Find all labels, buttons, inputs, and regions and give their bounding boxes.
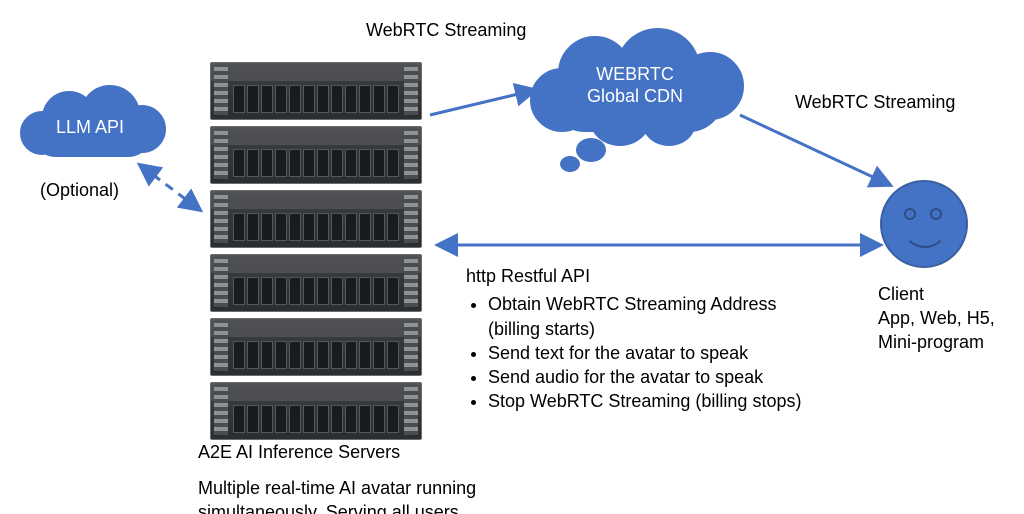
- servers-desc: Multiple real-time AI avatar running sim…: [198, 476, 478, 514]
- api-list-item: Obtain WebRTC Streaming Address (billing…: [488, 292, 826, 341]
- client-title: Client: [878, 282, 1024, 306]
- server-rack: [210, 62, 422, 446]
- cdn-line2: Global CDN: [587, 86, 683, 106]
- api-block: http Restful API Obtain WebRTC Streaming…: [466, 264, 826, 414]
- llm-api-cloud: LLM API: [20, 85, 160, 165]
- diagram-stage: LLM API (Optional) A2E AI Inference Serv…: [0, 0, 1024, 514]
- api-list-item: Send text for the avatar to speak: [488, 341, 826, 365]
- server-unit: [210, 318, 422, 376]
- api-list-item: Stop WebRTC Streaming (billing stops): [488, 389, 826, 413]
- server-unit: [210, 382, 422, 440]
- server-unit: [210, 126, 422, 184]
- webrtc-streaming-right-label: WebRTC Streaming: [795, 90, 955, 114]
- arrow-llm-to-servers: [140, 165, 200, 210]
- server-unit: [210, 62, 422, 120]
- client-face-icon: [880, 180, 968, 268]
- webrtc-cdn-cloud: WEBRTC Global CDN: [530, 28, 740, 158]
- cdn-line1: WEBRTC: [596, 64, 674, 84]
- llm-api-label: LLM API: [20, 117, 160, 139]
- arrow-servers-to-cdn: [430, 90, 535, 115]
- optional-label: (Optional): [40, 178, 119, 202]
- webrtc-streaming-top-label: WebRTC Streaming: [366, 18, 526, 42]
- api-list-item: Send audio for the avatar to speak: [488, 365, 826, 389]
- client-desc: App, Web, H5, Mini-program: [878, 306, 1024, 355]
- servers-title: A2E AI Inference Servers: [198, 440, 458, 464]
- arrows-layer: [0, 0, 1024, 514]
- server-unit: [210, 190, 422, 248]
- api-list: Obtain WebRTC Streaming Address (billing…: [466, 292, 826, 413]
- server-unit: [210, 254, 422, 312]
- arrow-cdn-to-client: [740, 115, 890, 185]
- api-title: http Restful API: [466, 264, 826, 288]
